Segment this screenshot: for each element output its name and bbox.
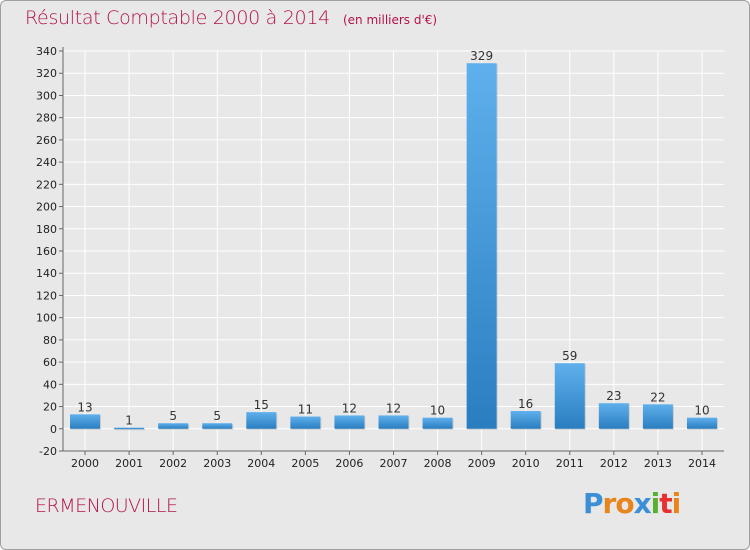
bar-2010 xyxy=(510,411,541,429)
data-label-2002: 5 xyxy=(169,409,177,423)
y-tick-label: 80 xyxy=(43,334,57,347)
y-tick-label: -20 xyxy=(39,445,57,458)
logo-letter: x xyxy=(633,487,652,520)
bar-2005 xyxy=(290,416,321,429)
commune-name: ERMENOUVILLE xyxy=(35,495,178,517)
axis-layer: -20 0 20 40 60 80 100 120 140 160 180 200 220 240 260 2… xyxy=(36,45,724,470)
x-tick-label-2007: 2007 xyxy=(380,457,408,470)
data-label-2006: 12 xyxy=(342,401,357,415)
data-label-2012: 23 xyxy=(606,389,621,403)
bar-2012 xyxy=(598,403,629,429)
data-label-2014: 10 xyxy=(694,404,709,418)
x-tick-label-2002: 2002 xyxy=(159,457,187,470)
y-tick-label: 320 xyxy=(36,67,57,80)
bar-layer xyxy=(70,63,718,431)
data-label-2004: 15 xyxy=(254,398,269,412)
x-tick-label-2009: 2009 xyxy=(468,457,496,470)
data-label-2010: 16 xyxy=(518,397,533,411)
y-tick-label: 60 xyxy=(43,356,57,369)
data-label-2007: 12 xyxy=(386,401,401,415)
x-tick-label-2011: 2011 xyxy=(556,457,584,470)
chart-title-unit: (en milliers d'€) xyxy=(342,13,438,27)
grid-layer xyxy=(63,50,724,452)
bar-shadow xyxy=(115,428,146,431)
bar-2006 xyxy=(334,415,365,429)
data-label-2013: 22 xyxy=(650,390,665,404)
bar-2002 xyxy=(158,423,189,429)
x-tick-label-2013: 2013 xyxy=(644,457,672,470)
logo-letter: i xyxy=(650,487,661,520)
data-label-2000: 13 xyxy=(77,400,92,414)
x-tick-label-2008: 2008 xyxy=(424,457,452,470)
y-tick-label: 220 xyxy=(36,178,57,191)
bar-2011 xyxy=(554,363,585,429)
bar-2007 xyxy=(378,415,409,429)
y-tick-label: 300 xyxy=(36,89,57,102)
chart-title: Résultat Comptable 2000 à 2014 (en milli… xyxy=(25,7,437,29)
x-tick-label-2014: 2014 xyxy=(688,457,716,470)
logo-letter: i xyxy=(671,487,682,520)
data-label-2003: 5 xyxy=(213,409,221,423)
x-tick-label-2005: 2005 xyxy=(291,457,319,470)
data-label-2001: 1 xyxy=(125,414,133,428)
x-tick-label-2006: 2006 xyxy=(335,457,363,470)
x-tick-label-2010: 2010 xyxy=(512,457,540,470)
bar-2013 xyxy=(642,404,673,429)
x-tick-label-2003: 2003 xyxy=(203,457,231,470)
chart-title-main: Résultat Comptable 2000 à 2014 xyxy=(25,7,330,29)
x-tick-label-2001: 2001 xyxy=(115,457,143,470)
bar-2014 xyxy=(686,417,717,429)
y-tick-label: 120 xyxy=(36,289,57,302)
bar-2000 xyxy=(70,414,101,429)
bar-2004 xyxy=(246,412,277,429)
data-label-2009: 329 xyxy=(470,49,493,63)
logo-letter: P xyxy=(583,487,604,520)
logo-letter: t xyxy=(659,487,672,520)
x-tick-label-2000: 2000 xyxy=(71,457,99,470)
x-tick-label-2012: 2012 xyxy=(600,457,628,470)
bar-2001 xyxy=(114,427,145,430)
y-tick-label: 200 xyxy=(36,201,57,214)
y-tick-label: 180 xyxy=(36,223,57,236)
y-tick-label: 260 xyxy=(36,134,57,147)
y-tick-label: 340 xyxy=(36,45,57,58)
proxiti-logo[interactable]: Proxiti xyxy=(583,487,682,520)
data-label-2011: 59 xyxy=(562,349,577,363)
logo-letter: r xyxy=(602,487,617,520)
y-tick-label: 40 xyxy=(43,378,57,391)
x-tick-label-2004: 2004 xyxy=(247,457,275,470)
bar-2008 xyxy=(422,417,453,429)
y-tick-label: 20 xyxy=(43,401,57,414)
y-tick-label: 100 xyxy=(36,312,57,325)
bar-2003 xyxy=(202,423,233,429)
bar-2009 xyxy=(466,63,497,429)
y-tick-label: 140 xyxy=(36,267,57,280)
logo-letter: o xyxy=(615,487,634,520)
y-tick-label: 240 xyxy=(36,156,57,169)
data-label-2005: 11 xyxy=(298,403,313,417)
y-tick-label: 280 xyxy=(36,112,57,125)
y-tick-label: 160 xyxy=(36,245,57,258)
y-tick-label: 0 xyxy=(50,423,57,436)
data-label-2008: 10 xyxy=(430,404,445,418)
